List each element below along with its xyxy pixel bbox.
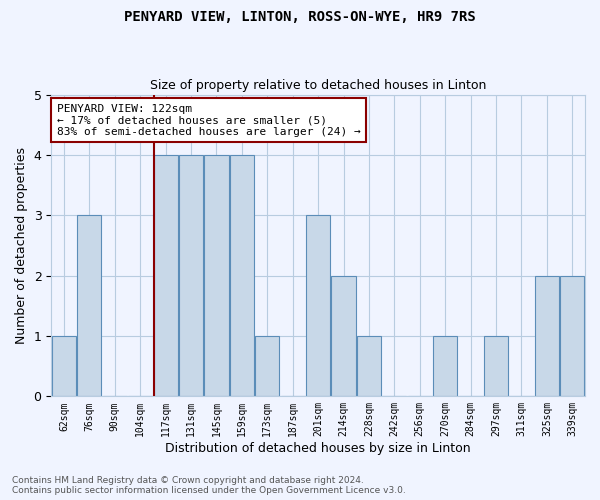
Bar <box>306 216 330 396</box>
Bar <box>255 336 280 396</box>
Bar <box>357 336 381 396</box>
Bar <box>154 155 178 396</box>
Text: PENYARD VIEW, LINTON, ROSS-ON-WYE, HR9 7RS: PENYARD VIEW, LINTON, ROSS-ON-WYE, HR9 7… <box>124 10 476 24</box>
Bar <box>433 336 457 396</box>
Text: Contains HM Land Registry data © Crown copyright and database right 2024.
Contai: Contains HM Land Registry data © Crown c… <box>12 476 406 495</box>
Bar <box>77 216 101 396</box>
Bar <box>205 155 229 396</box>
Text: PENYARD VIEW: 122sqm
← 17% of detached houses are smaller (5)
83% of semi-detach: PENYARD VIEW: 122sqm ← 17% of detached h… <box>56 104 361 137</box>
Y-axis label: Number of detached properties: Number of detached properties <box>15 147 28 344</box>
Bar <box>560 276 584 396</box>
Bar <box>230 155 254 396</box>
Bar <box>331 276 356 396</box>
Bar <box>484 336 508 396</box>
X-axis label: Distribution of detached houses by size in Linton: Distribution of detached houses by size … <box>166 442 471 455</box>
Bar <box>179 155 203 396</box>
Bar <box>52 336 76 396</box>
Bar <box>535 276 559 396</box>
Title: Size of property relative to detached houses in Linton: Size of property relative to detached ho… <box>150 79 487 92</box>
